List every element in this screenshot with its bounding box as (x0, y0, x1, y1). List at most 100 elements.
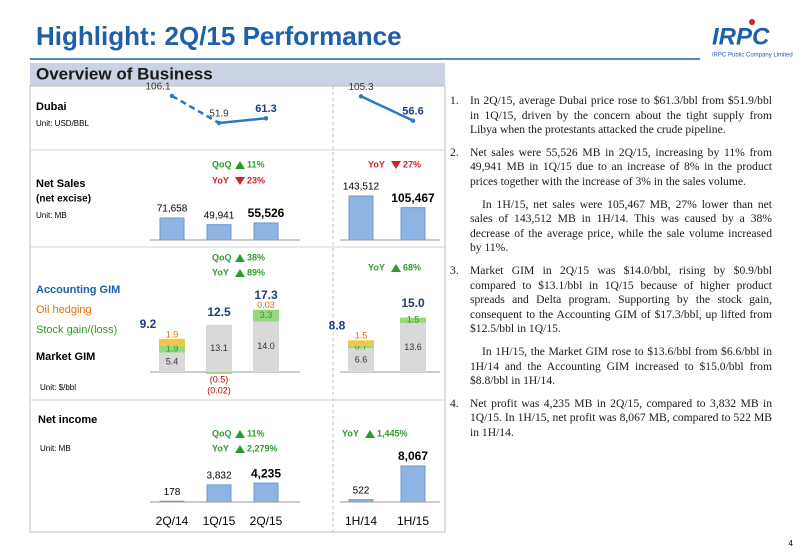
bar (253, 482, 279, 503)
note-number: 2. (450, 145, 459, 159)
gim-total: 12.5 (207, 305, 231, 319)
gim-value: 5.4 (166, 357, 179, 367)
bar-value: 3,832 (206, 471, 231, 482)
note-paragraph: Net profit was 4,235 MB in 2Q/15, compar… (470, 396, 772, 439)
gim-oil-label: Oil hedging (36, 304, 92, 316)
gim-value: 14.0 (257, 341, 275, 351)
gim-segment (253, 321, 279, 372)
note-number: 4. (450, 396, 459, 410)
bar (206, 224, 232, 241)
bar-value: 4,235 (251, 466, 281, 480)
bar-value: 55,526 (248, 206, 285, 220)
change-arrow (235, 177, 245, 185)
chart-frame (29, 85, 446, 533)
gim-value: 13.6 (404, 342, 422, 352)
gim-value: 1.9 (166, 344, 179, 354)
logo-subtitle: IRPC Public Company Limited (712, 53, 793, 59)
dubai-value: 105.3 (348, 82, 373, 93)
dubai-line (360, 95, 414, 122)
change-arrow (391, 161, 401, 169)
note-paragraph: In 2Q/15, average Dubai price rose to $6… (470, 94, 772, 137)
change-value: 2,279% (247, 443, 278, 453)
gim-total: 15.0 (401, 296, 425, 310)
bar (400, 207, 426, 241)
bar-value: 105,467 (391, 191, 435, 205)
change-value: 89% (247, 267, 265, 277)
income-unit: Unit: MB (40, 444, 71, 453)
change-arrow (365, 430, 375, 438)
change-value: 27% (403, 159, 421, 169)
gim-total: 9.2 (140, 317, 157, 331)
dubai-line (171, 94, 220, 125)
period-label: 2Q/14 (156, 514, 189, 528)
gim-value: (0.02) (207, 385, 231, 395)
page-number: 4 (789, 539, 794, 548)
gim-segment (159, 345, 185, 353)
gim-unit: Unit: $/bbl (40, 383, 76, 392)
change-arrow (235, 161, 245, 169)
bar-value: 178 (164, 487, 181, 498)
slide-title: Highlight: 2Q/15 Performance (36, 21, 402, 51)
section-bar (30, 63, 445, 86)
bar (206, 484, 232, 503)
change-label: YoY (368, 159, 385, 169)
change-label: QoQ (212, 159, 232, 169)
note-item: 2. Net sales were 55,526 MB in 2Q/15, inc… (450, 146, 772, 256)
dubai-value: 56.6 (402, 106, 423, 118)
bar (159, 217, 185, 241)
period-label: 1Q/15 (203, 514, 236, 528)
change-arrow (235, 430, 245, 438)
bar (348, 195, 374, 241)
period-label: 1H/14 (345, 514, 377, 528)
note-item: 4. Net profit was 4,235 MB in 2Q/15, comp… (450, 397, 772, 441)
bar-value: 71,658 (157, 204, 188, 215)
change-value: 68% (403, 262, 421, 272)
change-arrow (235, 269, 245, 277)
gim-total: 17.3 (254, 288, 278, 302)
gim-value: 1.5 (407, 315, 420, 325)
note-number: 1. (450, 94, 459, 107)
change-label: YoY (212, 443, 229, 453)
note-paragraph: Net sales were 55,526 MB in 2Q/15, incre… (470, 145, 772, 188)
gim-market-label: Market GIM (36, 351, 95, 363)
change-value: 38% (247, 252, 265, 262)
change-value: 11% (247, 428, 265, 438)
dubai-value: 106.1 (145, 82, 170, 93)
gim-segment (206, 372, 232, 374)
gim-accounting-label: Accounting GIM (36, 284, 120, 296)
logo-name: IRPC (712, 23, 770, 50)
gim-value: 6.6 (355, 354, 368, 364)
gim-value: 0.7 (355, 341, 368, 351)
note-paragraph: Market GIM in 2Q/15 was $14.0/bbl, risin… (470, 263, 772, 336)
gim-segment (348, 348, 374, 372)
dubai-value: 61.3 (255, 103, 276, 115)
sales-unit: Unit: MB (36, 211, 67, 220)
note-paragraph: In 1H/15, the Market GIM rose to $13.6/b… (470, 344, 772, 388)
change-label: QoQ (212, 428, 232, 438)
gim-value: 13.1 (210, 343, 228, 353)
section-title: Overview of Business (36, 64, 213, 83)
dubai-point (263, 116, 269, 121)
dubai-label: Dubai (36, 101, 67, 113)
notes: 1. In 2Q/15, average Dubai price rose to … (450, 94, 772, 448)
dubai-point (216, 120, 222, 126)
period-label: 1H/15 (397, 514, 429, 528)
gim-segment (159, 338, 185, 346)
change-label: YoY (368, 262, 385, 272)
income-label: Net income (38, 414, 97, 426)
bar-value: 49,941 (204, 210, 235, 221)
change-value: 11% (247, 159, 265, 169)
change-arrow (235, 254, 245, 262)
gim-value: 0.03 (257, 300, 275, 310)
dubai-point (169, 93, 175, 99)
note-number: 3. (450, 263, 459, 277)
change-arrow (391, 264, 401, 272)
dubai-unit: Unit: USD/BBL (36, 119, 89, 128)
gim-segment (159, 352, 185, 372)
period-label: 2Q/15 (250, 514, 283, 528)
change-arrow (235, 445, 245, 453)
change-label: YoY (212, 175, 229, 185)
note-item: 3. Market GIM in 2Q/15 was $14.0/bbl, ris… (450, 264, 772, 389)
bar-value: 143,512 (343, 182, 380, 193)
